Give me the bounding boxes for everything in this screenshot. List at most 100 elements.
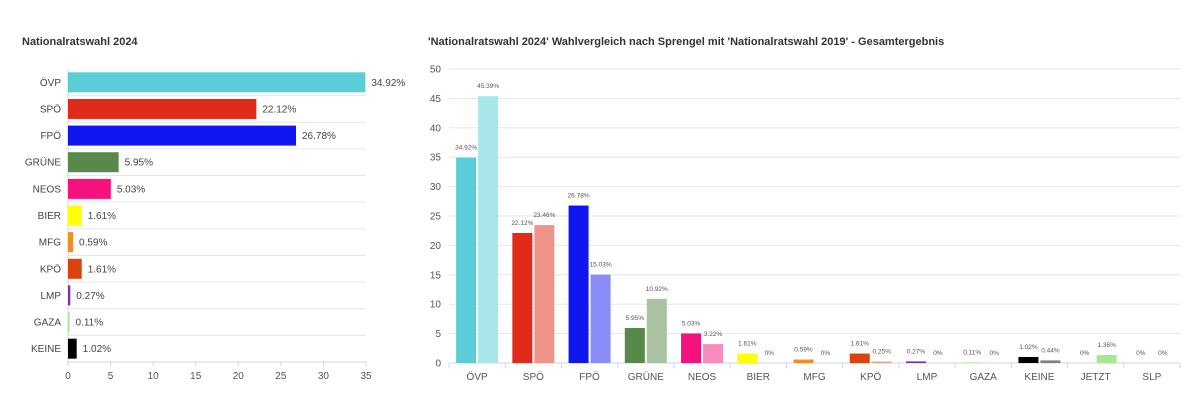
bar bbox=[681, 333, 702, 363]
data-label: 0% bbox=[1158, 350, 1168, 357]
data-label: 26.78% bbox=[302, 131, 336, 142]
bar bbox=[905, 361, 926, 363]
category-label: KEINE bbox=[31, 344, 61, 355]
bar bbox=[793, 359, 814, 363]
data-label: 0.25% bbox=[873, 349, 892, 356]
bar bbox=[68, 98, 257, 119]
data-label: 0.44% bbox=[1041, 347, 1060, 354]
data-label: 34.92% bbox=[371, 78, 405, 89]
x-tick-label: 10 bbox=[148, 371, 160, 382]
bar bbox=[1018, 357, 1039, 363]
data-label: 5.03% bbox=[682, 320, 701, 327]
data-label: 45.39% bbox=[477, 83, 499, 90]
x-tick-label: SPÖ bbox=[523, 371, 544, 383]
data-label: 1.36% bbox=[1097, 342, 1116, 349]
x-tick-label: 0 bbox=[65, 371, 71, 382]
bar bbox=[1040, 360, 1061, 363]
data-label: 0.59% bbox=[79, 238, 107, 249]
y-tick-label: 25 bbox=[430, 212, 442, 223]
category-label: SPÖ bbox=[40, 103, 61, 115]
data-label: 0% bbox=[765, 350, 775, 357]
data-label: 0.27% bbox=[76, 291, 104, 302]
x-tick-label: 35 bbox=[360, 371, 372, 382]
y-tick-label: 15 bbox=[430, 270, 442, 281]
x-tick-label: 5 bbox=[108, 371, 114, 382]
left-bar-chart: 0 5 10 15 20 25 30 35 ÖVP 34.92% SPÖ 22.12% FPÖ 26.78… bbox=[25, 69, 405, 382]
bar bbox=[512, 232, 533, 363]
category-label: GAZA bbox=[34, 318, 62, 329]
data-label: 5.03% bbox=[117, 184, 145, 195]
y-tick-label: 45 bbox=[430, 94, 442, 105]
bar bbox=[68, 72, 366, 93]
bar bbox=[590, 274, 611, 363]
category-label: MFG bbox=[39, 238, 61, 249]
data-label: 22.12% bbox=[511, 220, 533, 227]
x-tick-label: LMP bbox=[917, 372, 938, 383]
y-tick-label: 50 bbox=[430, 65, 442, 76]
data-label: 0.59% bbox=[794, 347, 813, 354]
data-label: 0% bbox=[1080, 350, 1090, 357]
data-label: 1.02% bbox=[83, 344, 111, 355]
bar bbox=[568, 205, 589, 363]
category-label: BIER bbox=[38, 211, 61, 222]
x-tick-label: GAZA bbox=[970, 372, 998, 383]
x-tick-label: BIER bbox=[747, 372, 770, 383]
x-tick-label: SLP bbox=[1142, 372, 1161, 383]
bar bbox=[703, 344, 724, 363]
category-label: KPÖ bbox=[40, 263, 61, 275]
y-tick-label: 10 bbox=[430, 300, 442, 311]
data-label: 1.61% bbox=[88, 211, 116, 222]
y-tick-label: 40 bbox=[430, 123, 442, 134]
data-label: 23.46% bbox=[533, 212, 555, 219]
data-label: 0% bbox=[989, 350, 999, 357]
category-label: GRÜNE bbox=[25, 157, 61, 169]
category-label: LMP bbox=[40, 291, 61, 302]
bar bbox=[68, 232, 74, 253]
bar bbox=[68, 285, 71, 306]
data-label: 34.92% bbox=[455, 145, 477, 152]
bar bbox=[962, 362, 983, 363]
data-label: 22.12% bbox=[262, 104, 296, 115]
data-label: 0% bbox=[1136, 350, 1146, 357]
bar bbox=[68, 205, 82, 226]
y-tick-label: 30 bbox=[430, 182, 442, 193]
category-label: NEOS bbox=[33, 184, 62, 195]
x-tick-label: 25 bbox=[275, 371, 287, 382]
data-label: 5.95% bbox=[125, 158, 153, 169]
data-label: 5.95% bbox=[626, 315, 645, 322]
data-label: 0.27% bbox=[907, 348, 926, 355]
data-label: 3.22% bbox=[704, 331, 723, 338]
x-tick-label: KEINE bbox=[1024, 372, 1054, 383]
bar bbox=[68, 178, 111, 199]
bar bbox=[68, 258, 82, 279]
data-label: 15.03% bbox=[590, 262, 612, 269]
data-label: 1.61% bbox=[851, 341, 870, 348]
y-tick-label: 0 bbox=[435, 359, 441, 370]
category-label: ÖVP bbox=[40, 77, 61, 89]
x-tick-label: KPÖ bbox=[860, 371, 881, 383]
bar bbox=[849, 353, 870, 363]
x-tick-label: 20 bbox=[233, 371, 245, 382]
bar bbox=[456, 157, 477, 363]
x-tick-label: GRÜNE bbox=[628, 371, 664, 383]
category-label: FPÖ bbox=[40, 130, 61, 142]
data-label: 10.92% bbox=[646, 286, 668, 293]
data-label: 1.61% bbox=[88, 264, 116, 275]
data-label: 1.02% bbox=[1019, 344, 1038, 351]
bar bbox=[624, 328, 645, 363]
y-tick-label: 35 bbox=[430, 153, 442, 164]
bar bbox=[68, 338, 77, 359]
data-label: 0.11% bbox=[76, 318, 104, 329]
x-tick-label: ÖVP bbox=[467, 371, 488, 383]
bar bbox=[646, 298, 667, 363]
data-label: 26.78% bbox=[568, 193, 590, 200]
bar bbox=[1096, 355, 1117, 363]
x-tick-label: JETZT bbox=[1081, 372, 1111, 383]
bar bbox=[68, 125, 297, 146]
bar bbox=[68, 152, 119, 173]
x-tick-label: 30 bbox=[318, 371, 330, 382]
bar bbox=[68, 312, 70, 333]
x-tick-label: NEOS bbox=[688, 372, 717, 383]
left-chart-title: Nationalratswahl 2024 bbox=[22, 36, 138, 48]
